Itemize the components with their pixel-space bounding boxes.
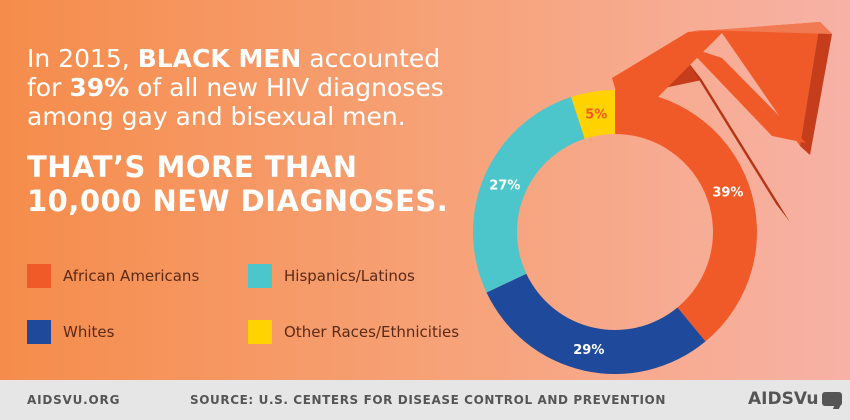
legend-item-african-americans: African Americans xyxy=(27,264,199,288)
headline-text: of all new HIV diagnoses among gay and b… xyxy=(27,73,444,131)
headline-text: In 2015, xyxy=(27,44,138,73)
donut-slice-african-americans xyxy=(615,90,757,342)
headline: In 2015, BLACK MEN accounted for 39% of … xyxy=(27,44,467,131)
legend-swatch xyxy=(27,264,51,288)
male-symbol-arrow-icon xyxy=(612,22,832,222)
donut-chart: 39% 29% 27% 5% xyxy=(473,22,832,374)
slice-label-whites: 29% xyxy=(573,343,604,358)
slice-label-other-races-ethnicities: 5% xyxy=(585,107,607,122)
legend-swatch xyxy=(27,320,51,344)
us-map-icon xyxy=(821,392,842,406)
footer: AIDSVU.ORG SOURCE: U.S. CENTERS FOR DISE… xyxy=(0,380,850,420)
donut-slices xyxy=(473,90,757,374)
headline-emphasis-percent: 39% xyxy=(69,73,130,102)
slice-label-african-americans: 39% xyxy=(712,185,743,200)
infographic-panel: In 2015, BLACK MEN accounted for 39% of … xyxy=(0,0,850,380)
headline-emphasis-group: BLACK MEN xyxy=(137,44,302,73)
legend-swatch xyxy=(248,320,272,344)
aidsvu-logo: AIDSVu xyxy=(748,389,842,409)
slice-label-hispanics-latinos: 27% xyxy=(489,178,520,193)
legend-swatch xyxy=(248,264,272,288)
legend-item-hispanics-latinos: Hispanics/Latinos xyxy=(248,264,415,288)
donut-slice-whites xyxy=(486,273,706,374)
logo-text: AIDSVu xyxy=(748,389,819,409)
donut-slice-other-races-ethnicities xyxy=(571,90,615,139)
donut-slice-labels: 39% 29% 27% 5% xyxy=(489,107,743,358)
headline-text: accounted for xyxy=(27,44,441,102)
legend-item-whites: Whites xyxy=(27,320,114,344)
legend-label: Hispanics/Latinos xyxy=(284,267,415,285)
legend-item-other-races: Other Races/Ethnicities xyxy=(248,320,459,344)
legend-label: Whites xyxy=(63,323,115,341)
legend-label: African Americans xyxy=(63,267,200,285)
legend: African Americans Hispanics/Latinos Whit… xyxy=(27,264,459,344)
callout-text: THAT’S MORE THAN 10,000 NEW DIAGNOSES. xyxy=(27,150,449,218)
donut-slice-hispanics-latinos xyxy=(473,96,585,293)
site-link[interactable]: AIDSVU.ORG xyxy=(27,393,121,407)
legend-label: Other Races/Ethnicities xyxy=(284,323,460,341)
source-credit: SOURCE: U.S. CENTERS FOR DISEASE CONTROL… xyxy=(190,393,666,407)
